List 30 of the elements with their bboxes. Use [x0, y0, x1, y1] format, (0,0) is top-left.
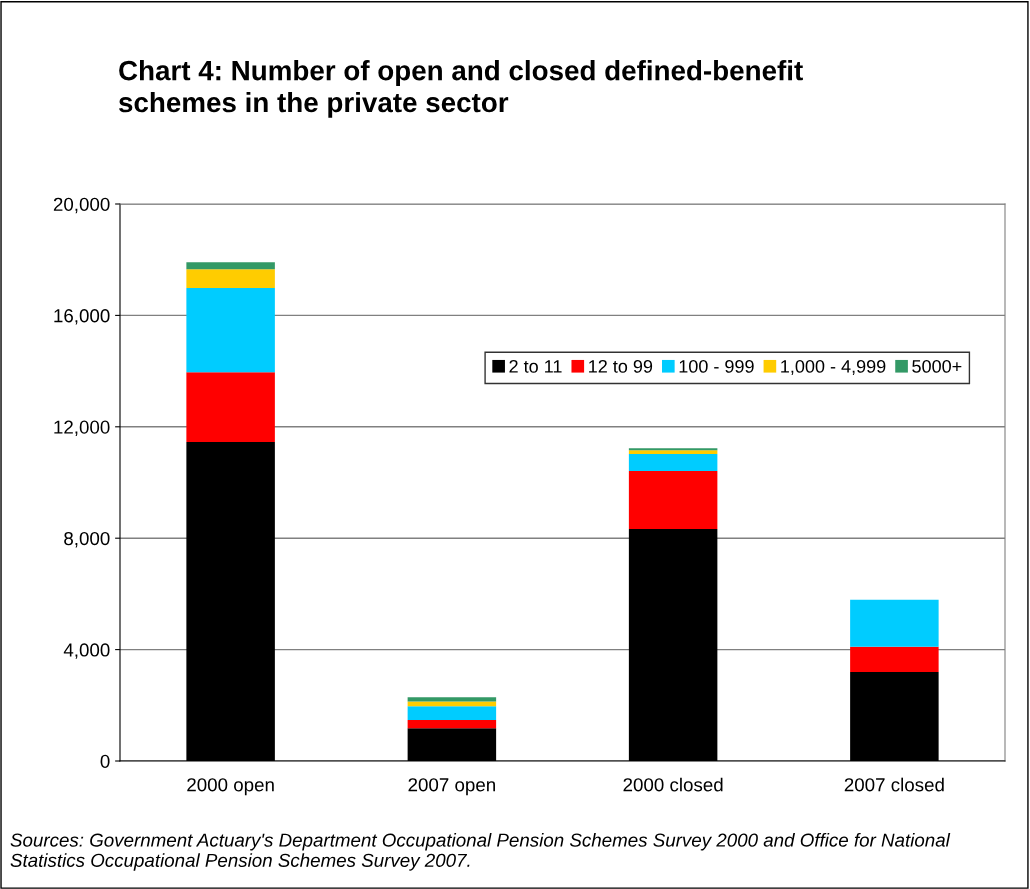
x-tick-label: 2000 closed — [623, 777, 723, 792]
bar — [850, 599, 939, 647]
legend-label: 100 - 999 — [679, 359, 754, 373]
x-tick-label: 2000 open — [187, 778, 274, 796]
bar — [628, 450, 718, 455]
y-tick-label: 20,000 — [53, 197, 110, 214]
y-tick-label: 12,000 — [54, 420, 110, 436]
y-tick-label: 0 — [100, 754, 110, 768]
y-tick-label: 8,000 — [64, 531, 110, 548]
bar — [628, 471, 718, 530]
bar — [186, 269, 275, 289]
y-tick-label: 4,000 — [63, 643, 110, 659]
bar — [186, 262, 275, 270]
bar — [186, 288, 275, 373]
bar — [628, 454, 718, 472]
chart-title: Chart 4: Number of open and closed defined-benefit schemes in the private sector — [118, 60, 803, 118]
source-note: Sources: Government Actuary's Department Occupational Pension Schemes Survey 2000 and Office for National Statistics Occupational Pension Schemes Survey 2007. — [10, 833, 951, 871]
bar — [407, 701, 497, 707]
bar — [407, 697, 497, 702]
x-tick-label: 2007 open — [408, 778, 495, 796]
legend-label: 12 to 99 — [589, 359, 653, 373]
bar — [407, 706, 497, 721]
y-tick-label: 16,000 — [54, 309, 110, 325]
bar — [850, 646, 939, 672]
x-tick-label: 2007 closed — [844, 777, 944, 792]
legend-label: 2 to 11 — [509, 359, 562, 373]
legend-label: 5000+ — [912, 359, 962, 373]
bar — [186, 372, 275, 443]
bar — [407, 720, 497, 729]
legend-label: 1,000 - 4,999 — [781, 359, 886, 375]
